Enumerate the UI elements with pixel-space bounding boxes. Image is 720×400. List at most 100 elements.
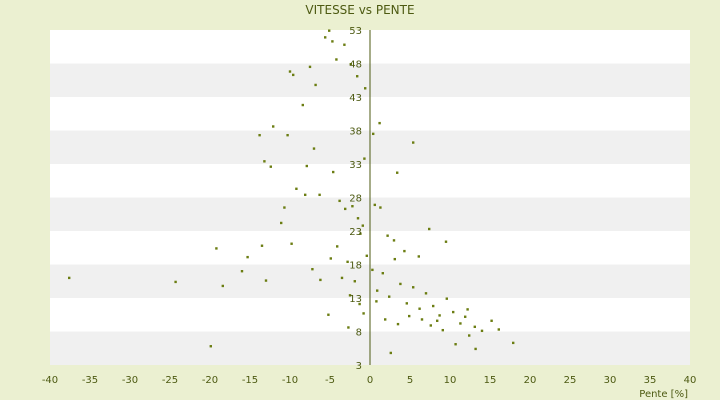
data-point [295, 187, 298, 190]
data-point [396, 322, 400, 326]
data-point [304, 193, 307, 197]
data-point [328, 29, 331, 32]
data-point [363, 157, 366, 160]
data-point [358, 302, 361, 306]
data-point [480, 329, 484, 333]
data-point [332, 170, 335, 174]
x-tick-label: 10 [444, 375, 457, 386]
data-point [344, 207, 347, 211]
data-point [351, 205, 354, 208]
x-tick-label: 25 [564, 375, 577, 386]
data-point [209, 345, 212, 348]
data-point [459, 322, 462, 325]
x-tick-label: 0 [367, 375, 373, 386]
data-point [388, 295, 391, 298]
data-point [441, 328, 444, 332]
data-point [312, 147, 316, 150]
data-point [393, 257, 396, 261]
data-point [373, 203, 376, 207]
x-tick-label: -5 [325, 375, 335, 386]
data-point [364, 87, 367, 90]
data-points [68, 29, 515, 355]
x-tick-label: -30 [122, 375, 138, 386]
data-point [371, 268, 374, 272]
data-point [378, 121, 381, 125]
x-tick-label: 20 [524, 375, 537, 386]
y-tick-label: 48 [349, 60, 362, 71]
y-tick-label: 33 [349, 160, 362, 171]
data-point [349, 62, 352, 66]
data-point [403, 249, 406, 253]
data-point [329, 257, 332, 260]
data-point [432, 304, 435, 308]
data-point [392, 239, 396, 242]
data-point [353, 280, 356, 283]
y-tick-label: 28 [349, 194, 362, 205]
x-axis-title: Pente [%] [639, 389, 688, 400]
data-point [347, 326, 350, 329]
data-point [497, 328, 500, 331]
data-point [246, 255, 249, 259]
chart-title: VITESSE vs PENTE [305, 3, 414, 17]
data-point [464, 315, 467, 318]
data-point [283, 206, 286, 209]
data-point [412, 286, 415, 289]
data-point [240, 270, 244, 273]
data-point [372, 132, 375, 136]
y-tick-label: 3 [356, 361, 362, 372]
x-tick-label: -25 [162, 375, 178, 386]
data-point [338, 199, 341, 203]
x-tick-label: 15 [484, 375, 497, 386]
data-point [452, 310, 455, 314]
data-point [318, 193, 321, 197]
x-tick-label: -35 [82, 375, 98, 386]
data-point [438, 314, 441, 317]
data-point [428, 227, 431, 231]
data-point [466, 308, 469, 311]
data-point [331, 40, 334, 43]
data-point [386, 234, 389, 237]
y-tick-label: 13 [349, 294, 362, 305]
data-point [412, 141, 415, 144]
x-tick-label: -40 [42, 375, 58, 386]
data-point [454, 343, 457, 346]
data-point [68, 276, 71, 280]
data-point [319, 278, 322, 282]
data-point [215, 247, 218, 250]
data-point [429, 324, 432, 327]
x-tick-label: -20 [202, 375, 218, 386]
data-point [280, 221, 283, 225]
y-tick-label: 18 [349, 261, 362, 272]
x-tick-label: 40 [684, 375, 697, 386]
x-tick-label: 30 [604, 375, 617, 386]
x-tick-label: -15 [242, 375, 258, 386]
data-point [356, 217, 360, 220]
y-tick-label: 8 [356, 328, 362, 339]
data-point [473, 325, 476, 329]
data-point [361, 224, 364, 227]
data-point [327, 313, 330, 316]
data-point [445, 297, 448, 300]
data-point [288, 70, 292, 73]
data-point [376, 289, 379, 292]
y-tick-label: 23 [349, 227, 362, 238]
data-point [269, 165, 272, 168]
data-point [436, 319, 439, 322]
data-point [264, 279, 268, 282]
data-point [356, 75, 359, 78]
data-point [340, 276, 344, 280]
data-point [174, 280, 177, 284]
data-point [405, 302, 408, 305]
data-point [512, 341, 515, 345]
data-point [324, 36, 327, 39]
data-point [420, 318, 424, 321]
data-point [301, 103, 304, 107]
data-point [335, 58, 338, 61]
data-point [311, 267, 314, 271]
data-point [490, 319, 493, 322]
data-point [417, 255, 420, 258]
data-point [365, 254, 368, 257]
data-point [290, 242, 293, 245]
